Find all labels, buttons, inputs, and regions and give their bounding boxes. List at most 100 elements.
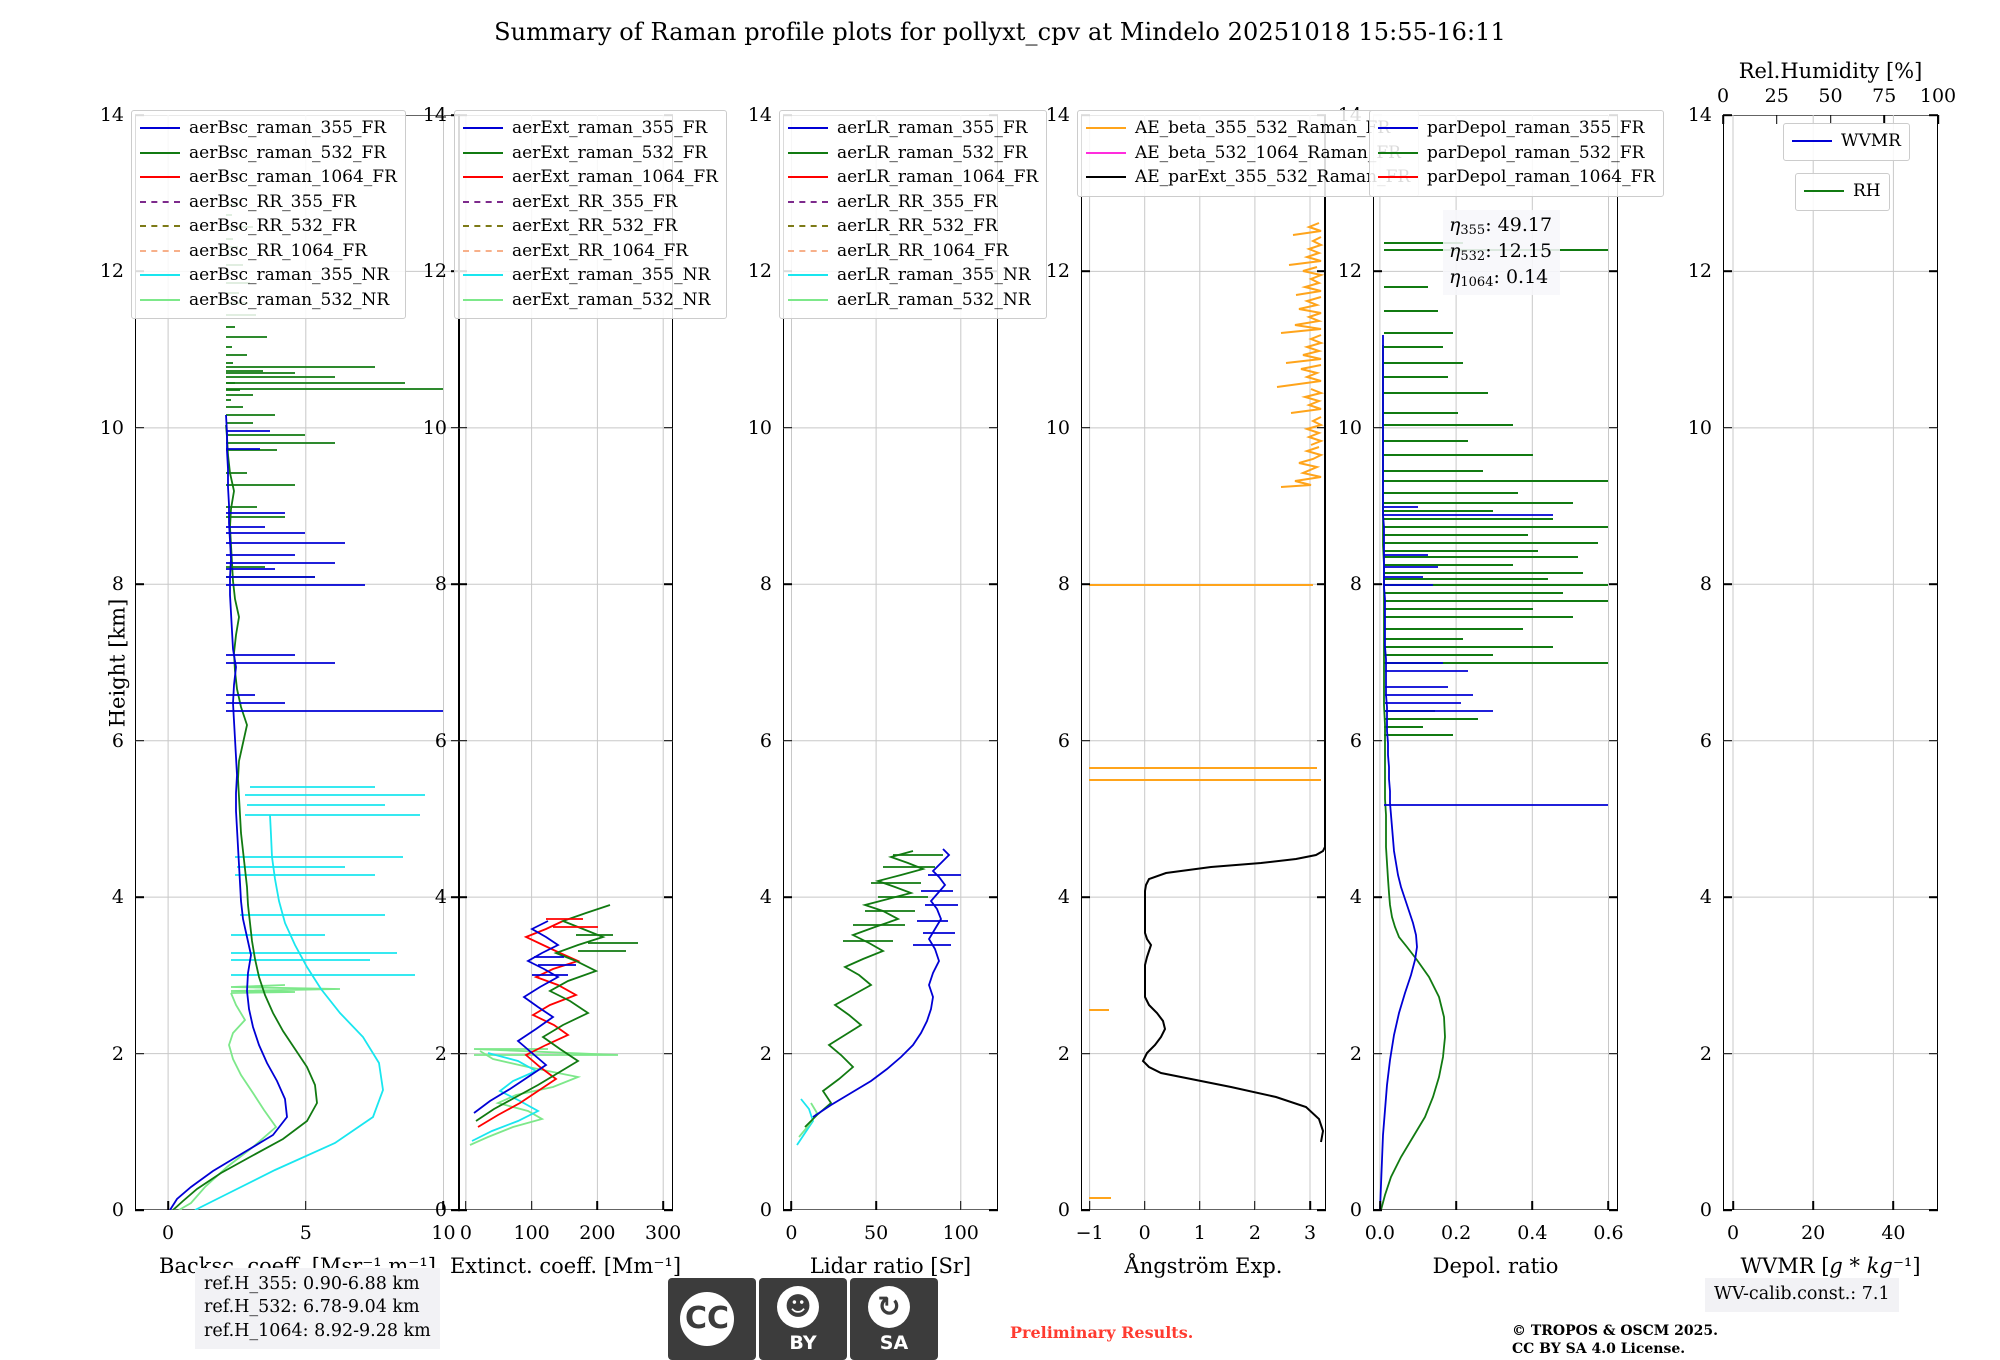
legend-item[interactable]: aerBsc_raman_355_NR	[140, 263, 397, 288]
y-tick-label: 2	[1349, 1042, 1362, 1065]
legend-line-swatch	[788, 274, 828, 277]
legend-line-swatch	[1378, 151, 1418, 154]
legend-line-swatch	[788, 225, 828, 228]
panel-lidar-ratio: 0 2 4 6 8 10 12 14 0 50 100 Lidar ratio …	[748, 104, 1048, 1278]
legend-item[interactable]: aerExt_raman_1064_FR	[463, 165, 718, 190]
legend-item-label: aerBsc_raman_355_NR	[189, 265, 390, 286]
eta-1064-value: 0.14	[1505, 266, 1549, 289]
legend-item[interactable]: aerLR_RR_355_FR	[788, 190, 1038, 215]
y-tick-label: 6	[1057, 729, 1070, 752]
legend-item-label: aerBsc_raman_1064_FR	[189, 167, 397, 188]
legend-item[interactable]: aerExt_RR_355_FR	[463, 190, 718, 215]
legend-item[interactable]: WVMR	[1792, 129, 1901, 154]
legend-item-label: aerBsc_raman_532_FR	[189, 142, 387, 163]
legend-depol-ratio[interactable]: parDepol_raman_355_FR parDepol_raman_532_…	[1369, 110, 1665, 197]
legend-item[interactable]: aerBsc_raman_1064_FR	[140, 165, 397, 190]
legend-angstrom[interactable]: AE_beta_355_532_Raman_FR AE_beta_532_1064…	[1077, 110, 1420, 197]
legend-line-swatch	[463, 151, 503, 154]
legend-wvmr[interactable]: WVMR	[1783, 123, 1910, 161]
legend-line-swatch	[463, 127, 503, 130]
y-tick-label: 2	[1057, 1042, 1070, 1065]
legend-item-label: aerBsc_RR_532_FR	[189, 216, 357, 237]
x-tick-label: 0.4	[1517, 1222, 1548, 1244]
y-tick-label: 12	[1045, 260, 1070, 283]
legend-item[interactable]: aerExt_raman_355_NR	[463, 263, 718, 288]
y-tick-label: 0	[759, 1199, 772, 1221]
legend-extinction[interactable]: aerExt_raman_355_FR aerExt_raman_532_FR ae…	[454, 110, 727, 319]
legend-item[interactable]: AE_beta_532_1064_Raman_FR	[1086, 141, 1410, 166]
legend-item-label: aerLR_raman_355_FR	[837, 118, 1028, 139]
y-tick-label: 0	[1057, 1199, 1070, 1221]
y-tick-label: 0	[111, 1199, 124, 1221]
top-x-tick-label: 100	[1919, 85, 1957, 107]
legend-item[interactable]: aerBsc_raman_532_FR	[140, 141, 397, 166]
y-tick-label: 8	[434, 573, 447, 596]
y-tick-label: 0	[1349, 1199, 1362, 1221]
y-tick-label: 12	[422, 260, 447, 283]
legend-item[interactable]: aerBsc_RR_355_FR	[140, 190, 397, 215]
legend-item-label: aerExt_RR_532_FR	[512, 216, 678, 237]
legend-item[interactable]: parDepol_raman_1064_FR	[1378, 165, 1655, 190]
legend-item[interactable]: aerExt_raman_532_NR	[463, 288, 718, 313]
legend-item[interactable]: aerBsc_raman_532_NR	[140, 288, 397, 313]
legend-line-swatch	[463, 249, 503, 252]
x-axis-title: WVMR [𝑔 * 𝑘𝑔⁻¹]	[1740, 1254, 1921, 1278]
legend-item[interactable]: AE_parExt_355_532_Raman_FR	[1086, 165, 1410, 190]
legend-line-swatch	[140, 127, 180, 130]
legend-item[interactable]: aerBsc_RR_532_FR	[140, 214, 397, 239]
legend-item[interactable]: aerExt_raman_355_FR	[463, 116, 718, 141]
legend-item[interactable]: aerLR_raman_355_FR	[788, 116, 1038, 141]
legend-item[interactable]: RH	[1804, 179, 1881, 204]
y-tick-label: 8	[1057, 573, 1070, 596]
plot-area	[135, 115, 460, 1210]
legend-item[interactable]: parDepol_raman_532_FR	[1378, 141, 1655, 166]
legend-line-swatch	[1378, 127, 1418, 130]
y-tick-label: 4	[1057, 886, 1070, 909]
legend-item[interactable]: aerLR_raman_532_NR	[788, 288, 1038, 313]
legend-item-label: parDepol_raman_355_FR	[1427, 118, 1645, 139]
legend-item[interactable]: aerLR_RR_532_FR	[788, 214, 1038, 239]
legend-item[interactable]: aerLR_raman_532_FR	[788, 141, 1038, 166]
legend-item-label: aerExt_raman_532_FR	[512, 142, 708, 163]
gridlines	[1723, 115, 1938, 1210]
legend-item-label: aerLR_RR_355_FR	[837, 191, 998, 212]
wv-calib-box: WV-calib.const.: 7.1	[1705, 1278, 1899, 1313]
legend-line-swatch	[788, 200, 828, 203]
eta-1064-sub: 1064	[1460, 274, 1494, 290]
legend-item[interactable]: aerExt_RR_1064_FR	[463, 239, 718, 264]
legend-item[interactable]: aerBsc_RR_1064_FR	[140, 239, 397, 264]
legend-line-swatch	[788, 249, 828, 252]
legend-item[interactable]: AE_beta_355_532_Raman_FR	[1086, 116, 1410, 141]
legend-item[interactable]: aerExt_RR_532_FR	[463, 214, 718, 239]
legend-item-label: aerExt_RR_1064_FR	[512, 240, 689, 261]
x-tick-label: 0.0	[1364, 1222, 1396, 1244]
y-tick-label: 6	[111, 729, 124, 752]
legend-line-swatch	[1086, 127, 1126, 130]
legend-lidar-ratio[interactable]: aerLR_raman_355_FR aerLR_raman_532_FR aerL…	[779, 110, 1048, 319]
legend-item[interactable]: aerLR_raman_355_NR	[788, 263, 1038, 288]
x-tick-label: −1	[1075, 1222, 1104, 1244]
legend-line-swatch	[788, 127, 828, 130]
cc-block-by: ☻ BY	[759, 1278, 847, 1360]
legend-item[interactable]: parDepol_raman_355_FR	[1378, 116, 1655, 141]
legend-item[interactable]: aerLR_RR_1064_FR	[788, 239, 1038, 264]
legend-rh[interactable]: RH	[1795, 173, 1890, 211]
x-tick-label: 20	[1801, 1222, 1826, 1244]
legend-item[interactable]: aerExt_raman_532_FR	[463, 141, 718, 166]
x-tick-label: 0	[785, 1222, 798, 1244]
legend-item[interactable]: aerLR_raman_1064_FR	[788, 165, 1038, 190]
legend-item-label: AE_beta_532_1064_Raman_FR	[1135, 142, 1401, 163]
ref-heights-box: ref.H_355: 0.90-6.88 km ref.H_532: 6.78-…	[195, 1268, 440, 1349]
eta-532-sub: 532	[1460, 248, 1486, 264]
y-tick-label: 14	[1045, 104, 1070, 126]
panel-angstrom: 0 2 4 6 8 10 12 14 −1 0 1 2 3 Ångström E…	[1046, 104, 1420, 1278]
legend-item-label: WVMR	[1841, 131, 1901, 152]
y-tick-label: 8	[1699, 573, 1712, 596]
x-axis-title: Extinct. coeff. [Mm⁻¹]	[449, 1254, 682, 1278]
legend-item[interactable]: aerBsc_raman_355_FR	[140, 116, 397, 141]
y-tick-label: 2	[759, 1042, 772, 1065]
top-x-tick-label: 25	[1764, 85, 1789, 107]
y-tick-label: 12	[1687, 260, 1712, 283]
y-axis-title: Height [km]	[105, 598, 130, 727]
